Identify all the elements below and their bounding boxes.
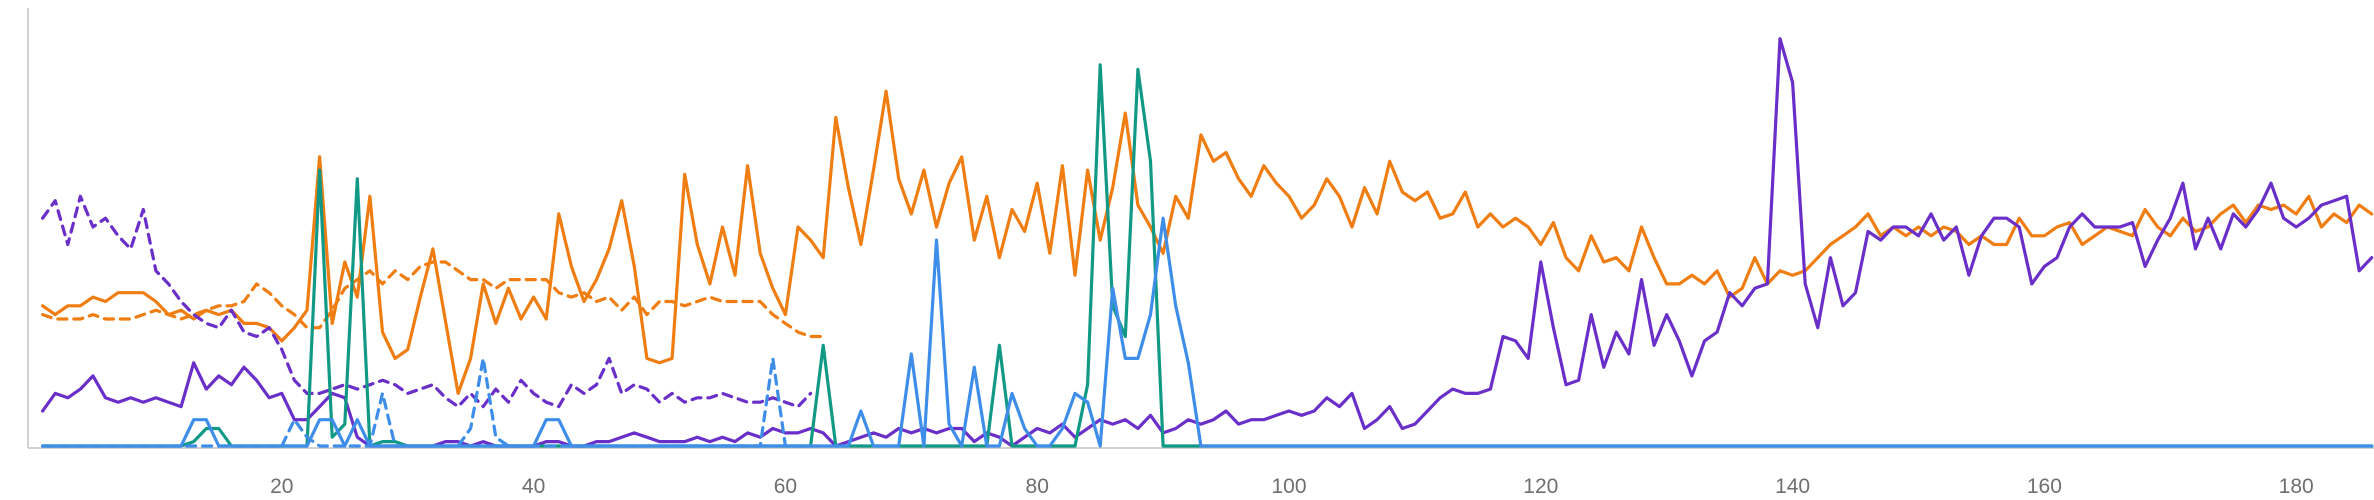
x-tick-label: 180	[2279, 475, 2314, 498]
series-line-5	[40, 63, 2374, 448]
x-tick-label: 100	[1271, 475, 1306, 498]
x-tick-label: 140	[1775, 475, 1810, 498]
series-line-7-dashed	[40, 356, 825, 448]
series-line-6	[40, 216, 2374, 448]
x-tick-label: 160	[2027, 475, 2062, 498]
x-tick-label: 60	[774, 475, 797, 498]
series-lines	[40, 37, 2374, 448]
x-tick-label: 20	[270, 475, 293, 498]
x-tick-label: 40	[522, 475, 545, 498]
series-line-2-dashed	[40, 260, 825, 339]
axes	[27, 8, 2374, 449]
x-tick-label: 120	[1523, 475, 1558, 498]
series-line-3	[40, 37, 2374, 448]
series-line-4-dashed	[40, 194, 813, 409]
x-tick-labels: 20 40 60 80 100 120 140 160 180	[270, 475, 2314, 498]
x-tick-label: 80	[1026, 475, 1049, 498]
